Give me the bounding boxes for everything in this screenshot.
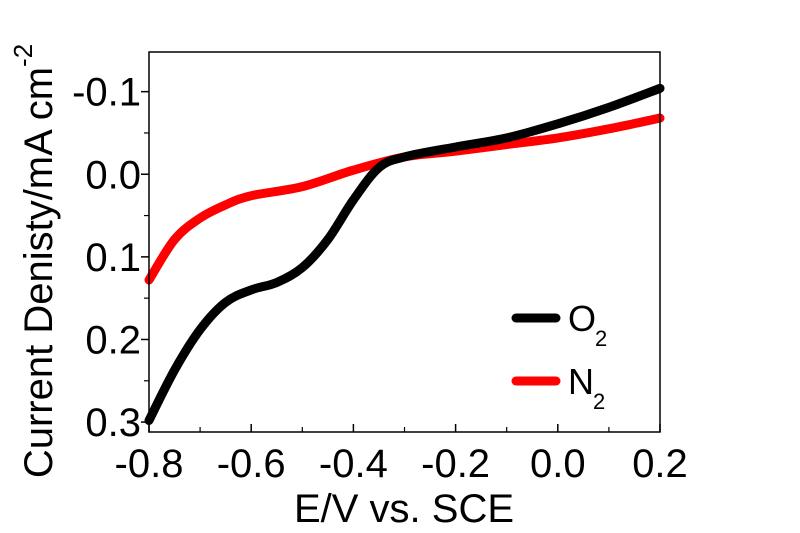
x-tick-label: -0.8 — [115, 442, 184, 486]
y-tick-label: 0.0 — [85, 153, 141, 197]
x-tick-label: -0.2 — [421, 442, 490, 486]
y-axis-title: Current Denisty/mA cm-2 — [8, 44, 61, 478]
legend-label-subscript: 2 — [595, 326, 607, 351]
x-tick-label: 0.0 — [530, 442, 586, 486]
y-axis: -0.1 0.0 0.1 0.2 0.3 — [72, 71, 149, 445]
y-tick-label: 0.3 — [85, 401, 141, 445]
y-tick-label: -0.1 — [72, 71, 141, 115]
x-tick-label: -0.4 — [319, 442, 388, 486]
series-layer — [144, 83, 665, 425]
legend-label: N — [568, 361, 594, 402]
y-tick-label: 0.2 — [85, 318, 141, 362]
y-axis-title-group: Current Denisty/mA cm-2 — [8, 44, 61, 478]
legend: O2N 2 — [511, 298, 607, 414]
y-tick-label: 0.1 — [85, 236, 141, 280]
x-axis: -0.8 -0.6 -0.4 -0.2 0.0 0.2 — [115, 424, 688, 486]
y-axis-title-main: Current Denisty/mA cm — [17, 67, 61, 478]
series-line-n2 — [144, 113, 665, 285]
series-line-o2 — [144, 83, 665, 425]
y-axis-title-superscript: -2 — [8, 44, 38, 67]
x-tick-label: -0.6 — [217, 442, 286, 486]
legend-label-subscript: 2 — [593, 389, 605, 414]
x-tick-label: 0.2 — [632, 442, 688, 486]
x-axis-title: E/V vs. SCE — [294, 487, 514, 531]
legend-label: O — [568, 298, 596, 339]
